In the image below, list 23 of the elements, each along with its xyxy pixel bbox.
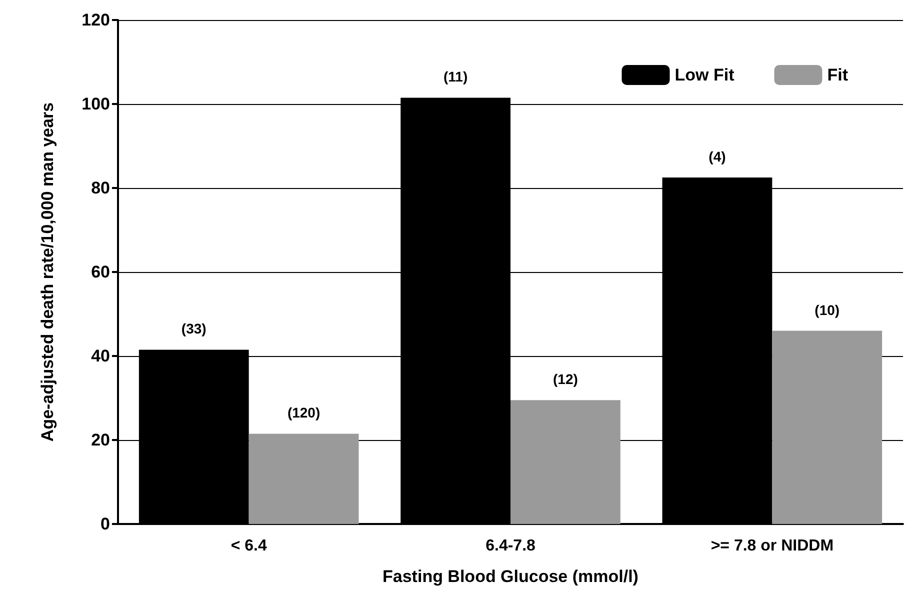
x-tick-label: < 6.4 [230, 538, 267, 554]
annotation: (12) [552, 371, 578, 388]
x-tick-label: >= 7.8 or NIDDM [710, 538, 834, 554]
y-tick-label: 0 [100, 514, 110, 534]
annotation: (33) [181, 320, 206, 337]
y-tick-label: 40 [91, 346, 110, 366]
legend-label: Fit [827, 66, 848, 84]
bar [510, 400, 620, 524]
y-tick-label: 60 [91, 262, 110, 282]
x-axis-title: Fasting Blood Glucose (mmol/l) [382, 567, 638, 586]
y-tick-label: 100 [82, 94, 110, 114]
bar [772, 330, 882, 524]
annotation: (120) [287, 404, 320, 421]
x-tick-label: 6.4-7.8 [486, 538, 536, 554]
y-tick-label: 80 [91, 178, 110, 198]
annotation: (10) [814, 302, 840, 318]
annotation: (11) [443, 68, 468, 85]
y-tick-label: 120 [82, 10, 110, 30]
legend-label: Low Fit [674, 66, 735, 84]
bar [248, 434, 359, 524]
y-tick-label: 20 [91, 430, 110, 450]
y-axis-title: Age-adjusted death rate/10,000 man years [38, 102, 57, 442]
annotation: (4) [708, 148, 726, 164]
